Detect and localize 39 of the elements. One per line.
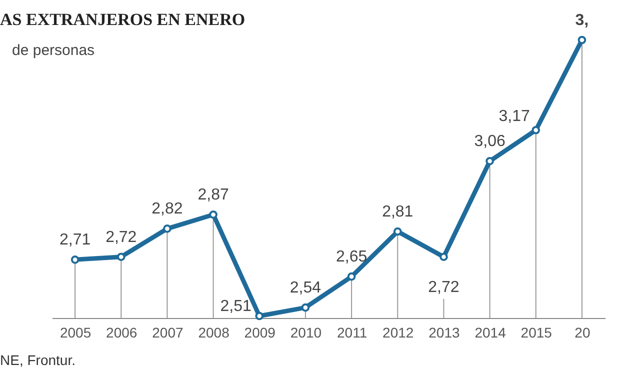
- point: [209, 210, 218, 219]
- point: [255, 312, 264, 320]
- x-tick-label: 2005: [60, 324, 92, 340]
- point: [486, 156, 494, 166]
- data-label: 3,06: [474, 133, 506, 150]
- point: [347, 272, 356, 281]
- x-tick-label: 2009: [244, 324, 276, 340]
- point: [116, 252, 126, 262]
- point: [440, 252, 448, 262]
- point: [532, 126, 540, 134]
- x-tick-label: 2014: [474, 324, 506, 340]
- data-label: 2,72: [106, 228, 137, 246]
- point: [578, 36, 586, 44]
- x-tick-label: 2006: [106, 324, 138, 340]
- data-label: 2,81: [382, 204, 414, 221]
- data-label: 2,87: [198, 186, 229, 204]
- point: [70, 256, 80, 264]
- data-label: 3,17: [498, 108, 530, 126]
- data-label: 2,71: [59, 232, 91, 249]
- point: [393, 227, 402, 236]
- text: NE, Frontur.: [0, 352, 76, 368]
- chart-title: AS EXTRANJEROS EN ENERO: [0, 10, 246, 29]
- chart-subtitle: de personas: [12, 42, 95, 59]
- point: [301, 303, 310, 312]
- data-label: 3,: [575, 12, 589, 29]
- x-tick-label: 2010: [290, 324, 322, 340]
- data-label: 2,54: [290, 280, 322, 297]
- data-label: 2,65: [336, 248, 368, 266]
- x-tick-label: 2011: [336, 324, 368, 340]
- data-label: 2,51: [220, 298, 252, 315]
- point: [163, 224, 172, 233]
- x-tick-label: 20: [574, 324, 590, 340]
- x-tick-label: 2013: [428, 324, 460, 340]
- x-tick-label: 2008: [198, 324, 230, 340]
- data-label: 2,72: [428, 278, 460, 296]
- x-tick-label: 2012: [382, 324, 414, 340]
- data-label: 2,82: [152, 200, 183, 218]
- x-tick-label: 2007: [152, 324, 184, 340]
- x-tick-label: 2015: [520, 324, 552, 340]
